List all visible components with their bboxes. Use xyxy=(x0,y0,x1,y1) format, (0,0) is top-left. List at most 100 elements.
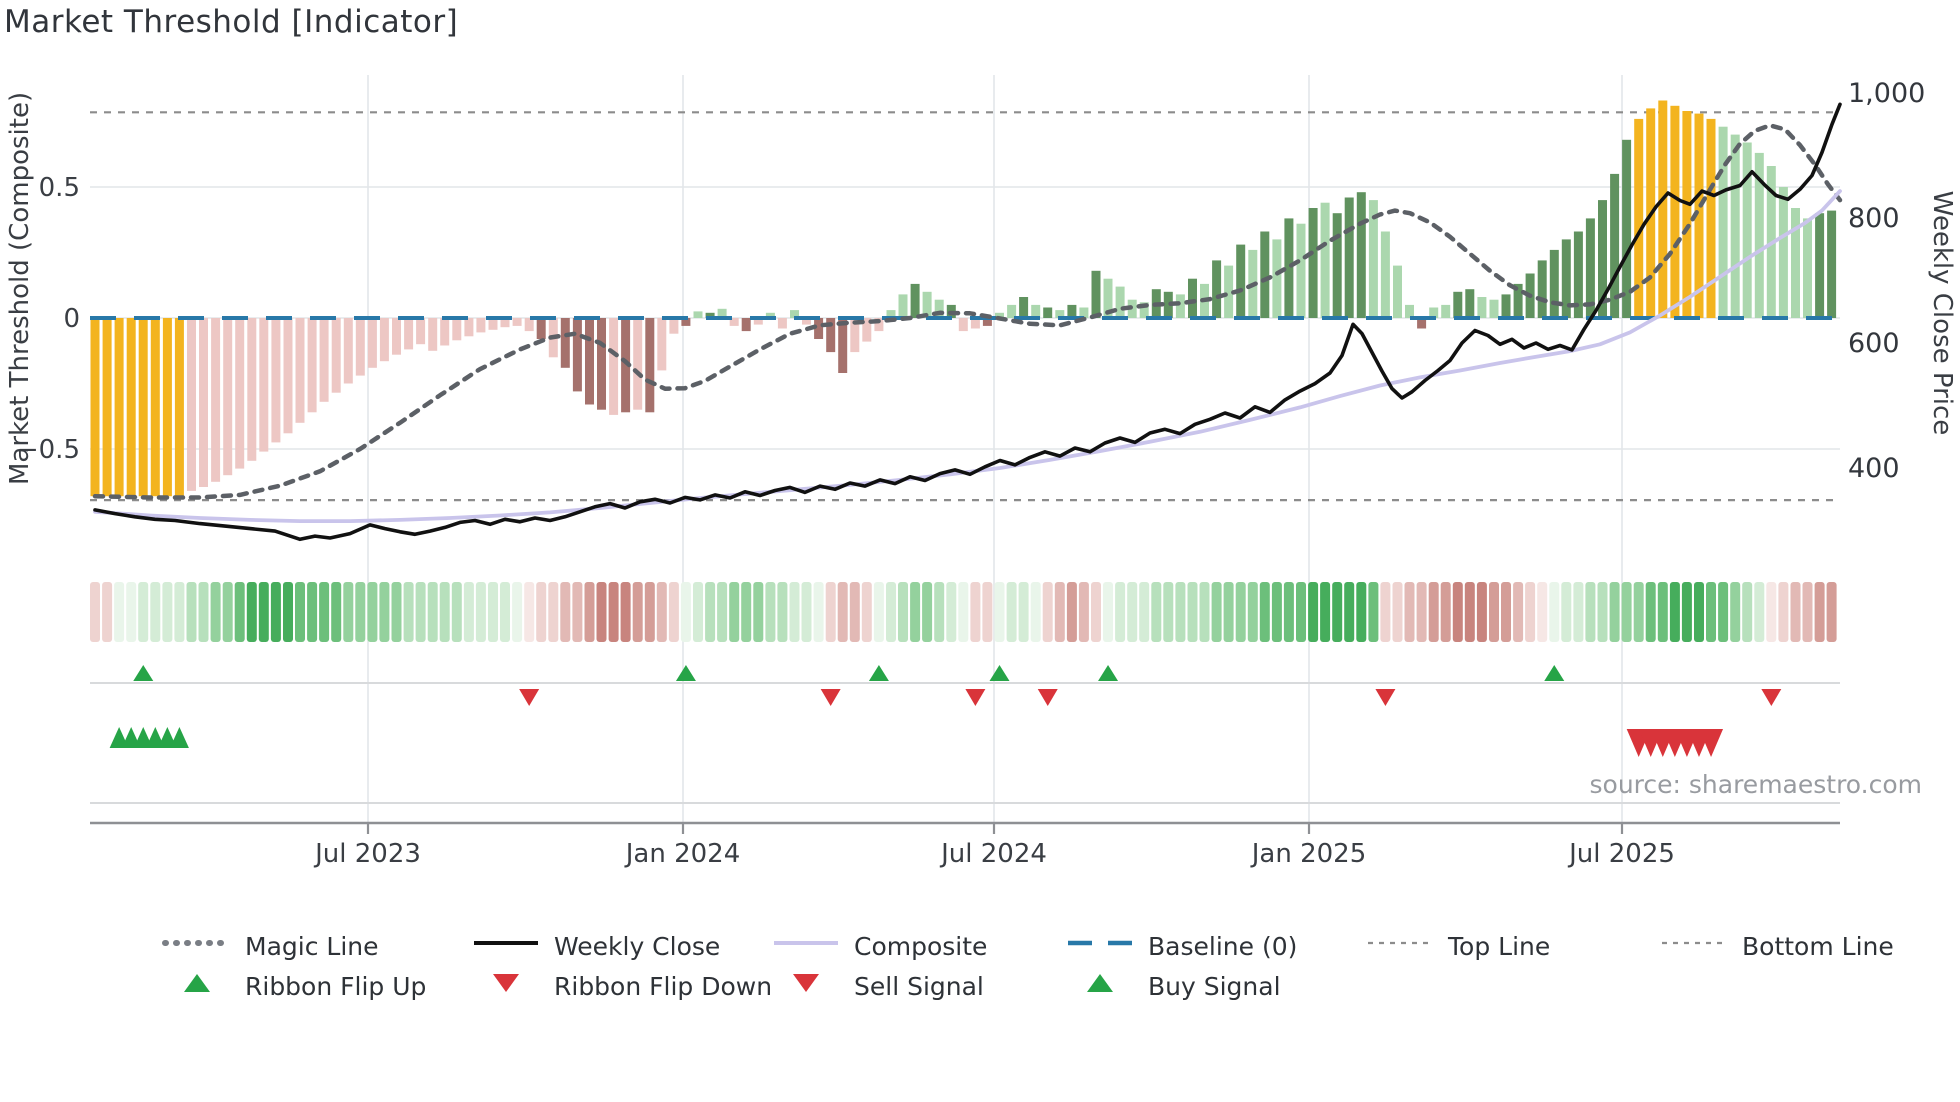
ribbon-flip-down-marker xyxy=(965,689,986,706)
ribbon-cell xyxy=(1706,582,1716,642)
ribbon-cell xyxy=(970,582,981,642)
ribbon-cell xyxy=(548,582,559,642)
ribbon-cell xyxy=(379,582,390,642)
ribbon-cell xyxy=(138,582,149,642)
ribbon-cell xyxy=(198,582,209,642)
weekly-close-line xyxy=(93,102,1842,542)
ribbon-cell xyxy=(1754,582,1765,642)
histogram-bar xyxy=(777,318,787,329)
ribbon-cell xyxy=(463,582,474,642)
histogram-bar xyxy=(995,312,1004,318)
legend-label: Ribbon Flip Up xyxy=(245,972,427,1001)
histogram-bar xyxy=(741,318,751,332)
histogram-bar xyxy=(1163,291,1173,318)
ribbon-flip-down-marker xyxy=(1761,689,1782,706)
legend-label: Magic Line xyxy=(245,932,379,961)
sell-signal-marker xyxy=(1699,729,1724,757)
histogram-bar xyxy=(922,291,932,318)
ribbon-cell xyxy=(1139,582,1150,642)
histogram-bar xyxy=(838,318,848,373)
ribbon-cell xyxy=(1380,582,1391,642)
histogram-bar xyxy=(524,318,534,332)
ribbon-flip-up-marker xyxy=(989,665,1010,681)
ribbon-cell xyxy=(391,582,402,642)
histogram-bar xyxy=(1308,208,1318,318)
ribbon-cell xyxy=(741,582,752,642)
histogram-bar xyxy=(1634,118,1644,319)
ribbon-cell xyxy=(560,582,571,642)
ribbon-cell xyxy=(1344,582,1355,642)
ribbon-cell xyxy=(307,582,318,642)
histogram-bar xyxy=(970,318,980,329)
histogram-bar xyxy=(958,318,968,332)
ribbon-cell xyxy=(1332,582,1343,642)
histogram-bar xyxy=(1513,283,1523,318)
right-axis-tick: 400 xyxy=(1848,453,1900,484)
ribbon-cell xyxy=(126,582,137,642)
histogram-bar xyxy=(729,318,739,326)
legend-label: Sell Signal xyxy=(854,972,984,1001)
histogram-bar xyxy=(1815,213,1825,318)
buy-signal-marker xyxy=(145,727,165,748)
histogram-bar xyxy=(199,318,208,487)
ribbon-cell xyxy=(717,582,728,642)
ribbon-cell xyxy=(1175,582,1186,642)
buy-signal-marker xyxy=(169,727,189,748)
ribbon-cell xyxy=(861,582,872,642)
ribbon-cell xyxy=(789,582,800,642)
histogram-bar xyxy=(150,318,160,497)
triangle-down-icon xyxy=(771,970,841,1002)
histogram-bar xyxy=(488,318,498,330)
histogram-bar xyxy=(826,318,836,353)
histogram-bar xyxy=(1067,304,1077,318)
ribbon-cell xyxy=(620,582,631,642)
legend-label: Composite xyxy=(854,932,988,961)
histogram-bar xyxy=(404,318,414,350)
ribbon-cell xyxy=(1621,582,1632,642)
ribbon-cell xyxy=(813,582,824,642)
ribbon-cell xyxy=(693,582,703,642)
ribbon-cell xyxy=(572,582,583,642)
ribbon-cell xyxy=(1308,582,1319,642)
ribbon-flip-up-marker xyxy=(675,665,696,681)
ribbon-cell xyxy=(403,582,414,642)
line-swatch-icon xyxy=(1365,930,1435,962)
histogram-bar xyxy=(1694,113,1704,318)
histogram-bar xyxy=(1115,286,1125,318)
ribbon-cell xyxy=(668,582,679,642)
ribbon-cell xyxy=(1103,582,1113,642)
histogram-bar xyxy=(379,318,389,362)
histogram-bar xyxy=(1356,192,1366,318)
histogram-bar xyxy=(1055,310,1065,318)
ribbon-cell xyxy=(367,582,378,642)
ribbon-cell xyxy=(1681,582,1692,642)
ribbon-cell xyxy=(1042,582,1053,642)
ribbon-cell xyxy=(1235,582,1246,642)
histogram-bar xyxy=(138,318,148,497)
right-axis-tick: 600 xyxy=(1848,328,1900,359)
ribbon-cell xyxy=(500,582,510,642)
ribbon-cell xyxy=(596,582,607,642)
ribbon-cell xyxy=(1525,582,1536,642)
histogram-bar xyxy=(1007,304,1017,318)
ribbon-cell xyxy=(512,582,523,642)
left-axis-tick: 0.5 xyxy=(39,173,80,203)
ribbon-cell xyxy=(488,582,498,642)
ribbon-cell xyxy=(162,582,173,642)
ribbon-cell xyxy=(1283,582,1294,642)
histogram-bar xyxy=(560,318,570,368)
ribbon-cell xyxy=(1513,582,1524,642)
histogram-bar xyxy=(1393,265,1402,318)
triangle-up-icon xyxy=(162,970,232,1002)
right-axis-tick: 1,000 xyxy=(1848,78,1925,109)
histogram-bar xyxy=(90,318,100,497)
histogram-bar xyxy=(464,318,474,337)
histogram-bar xyxy=(669,318,679,334)
ribbon-cell xyxy=(1018,582,1029,642)
ribbon-cell xyxy=(1645,582,1656,642)
ribbon-cell xyxy=(415,582,426,642)
source-credit: source: sharemaestro.com xyxy=(1590,770,1923,799)
ribbon-cell xyxy=(584,582,595,642)
legend-label: Top Line xyxy=(1448,932,1551,961)
ribbon-cell xyxy=(608,582,619,642)
